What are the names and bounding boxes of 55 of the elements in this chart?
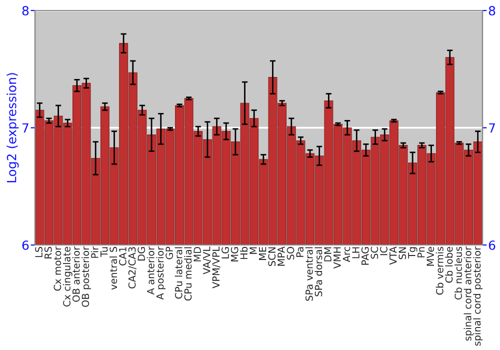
x-tick-label: CPu medial <box>184 247 192 301</box>
x-tick-label: MPA <box>278 246 285 266</box>
x-tick-label: Tg <box>408 247 418 259</box>
x-tick-label: IC <box>380 246 388 256</box>
x-tick-label: LG <box>222 247 229 258</box>
x-tick-label: OB posterior <box>82 246 91 307</box>
x-tick-label: SPa dorsal <box>314 247 322 296</box>
x-tick-label: Cb lobe <box>445 246 453 283</box>
x-tick-label: VA/VL <box>203 246 212 274</box>
x-tick-label: CA1 <box>119 247 126 266</box>
x-tick-label: Arc <box>342 246 350 262</box>
x-tick-label: GP <box>166 246 174 260</box>
x-tick-label: LS <box>35 246 42 258</box>
y-axis-title: Log2 (expression) <box>6 73 19 182</box>
x-tick-label: Pir <box>90 246 98 258</box>
x-tick-label: M <box>250 247 257 254</box>
x-tick-label: Tu <box>100 247 108 258</box>
x-tick-label: spinal cord posterior <box>473 246 483 346</box>
x-tick-label: Pa <box>296 247 304 257</box>
x-tick-label: Hb <box>240 246 248 259</box>
x-tick-label: DM <box>324 247 332 262</box>
x-tick-label: PAG <box>361 247 369 265</box>
x-tick-label: ventral S <box>110 246 118 290</box>
x-tick-label: ME <box>259 247 266 260</box>
x-tick-label: SO <box>286 246 294 260</box>
y-tick-label: 7 <box>22 123 28 132</box>
x-tick-label: RS <box>44 246 52 258</box>
x-tick-label: MVe <box>426 246 434 266</box>
y2-tick-label: 6 <box>488 240 496 250</box>
x-tick-label: SCN <box>268 247 276 266</box>
y-tick-label: 8 <box>22 6 29 16</box>
x-tick-label: Cb vermis <box>436 246 444 295</box>
x-tick-label: Cb nucleus <box>454 246 462 300</box>
x-tick-label: MG <box>230 247 238 262</box>
x-tick-label: VMH <box>334 247 341 269</box>
x-tick-label: MD <box>194 246 201 262</box>
x-tick-label: A posterior <box>156 246 166 300</box>
x-tick-label: SPa ventral <box>305 247 313 301</box>
x-tick-label: spinal cord anterior <box>464 246 474 341</box>
x-tick-label: VPM/VPL <box>212 246 220 288</box>
x-tick-label: SC <box>370 246 378 259</box>
x-tick-label: Cx cingulate <box>62 246 72 306</box>
x-tick-label: VTA <box>390 246 397 265</box>
x-tick-label: Cx motor <box>54 246 62 291</box>
x-tick-label: Pn <box>417 247 425 258</box>
x-tick-label: SN <box>398 247 406 260</box>
x-tick-label: CA2/CA3 <box>128 247 136 288</box>
x-tick-label: OB anterior <box>72 246 80 302</box>
x-tick-label: LH <box>352 247 360 258</box>
y2-tick-label: 8 <box>488 6 496 16</box>
x-tick-label: CPu lateral <box>174 247 182 299</box>
x-tick-label: A anterior <box>146 246 154 295</box>
y2-tick-label: 7 <box>489 123 495 132</box>
x-tick-label: DG <box>138 247 146 260</box>
y-tick-label: 6 <box>22 240 29 250</box>
